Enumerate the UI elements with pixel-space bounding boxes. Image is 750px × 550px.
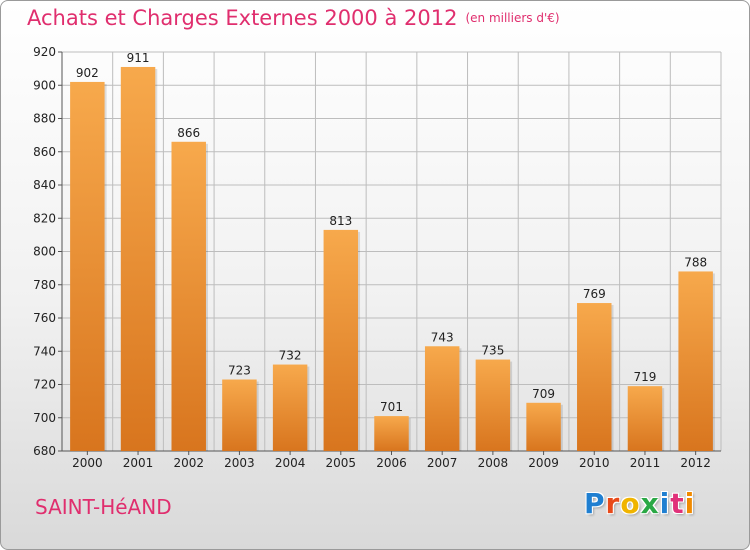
bar-2005 [323, 229, 359, 451]
x-tick-label: 2004 [275, 456, 306, 470]
data-label: 866 [177, 126, 200, 140]
data-label: 701 [380, 400, 403, 414]
data-label: 709 [532, 387, 555, 401]
bars [70, 66, 715, 452]
data-label: 788 [684, 255, 707, 269]
data-labels: 902 911 866 723 732 813 701 743 735 709 769 719 788 [76, 51, 707, 414]
bar-2001 [120, 66, 156, 452]
bar-2009 [526, 402, 561, 451]
x-tick-label: 2012 [680, 456, 711, 470]
y-tick-label: 840 [33, 178, 56, 192]
data-label: 719 [634, 370, 657, 384]
x-tick-label: 2006 [376, 456, 407, 470]
logo-letter: i [684, 487, 696, 520]
x-tick-label: 2002 [173, 456, 204, 470]
x-tick-label: 2000 [72, 456, 103, 470]
y-tick-label: 760 [33, 311, 56, 325]
data-label: 769 [583, 287, 606, 301]
bar-2000 [70, 81, 105, 452]
y-tick-label: 880 [33, 112, 56, 126]
bar-2010 [577, 303, 612, 451]
bar-2008 [475, 359, 511, 451]
y-tick-label: 860 [33, 145, 56, 159]
y-tick-label: 820 [33, 211, 56, 225]
chart-subtitle: (en milliers d'€) [465, 11, 560, 25]
logo-letter: t [670, 487, 685, 520]
data-label: 902 [76, 66, 99, 80]
logo-letter: r [605, 487, 621, 520]
bar-2012 [678, 271, 713, 451]
y-tick-label: 700 [33, 411, 56, 425]
y-tick-label: 900 [33, 78, 56, 92]
data-label: 911 [127, 51, 150, 65]
bar-2007 [424, 346, 460, 451]
commune-name: SAINT-HéAND [35, 495, 172, 519]
y-tick-label: 740 [33, 344, 56, 358]
data-label: 732 [279, 349, 302, 363]
bar-2011 [627, 386, 663, 451]
y-tick-label: 780 [33, 278, 56, 292]
logo-letter: o [620, 487, 641, 520]
y-tick-label: 680 [33, 444, 56, 458]
data-label: 735 [481, 344, 504, 358]
data-label: 813 [329, 214, 352, 228]
bar-2002 [171, 141, 206, 451]
chart-title: Achats et Charges Externes 2000 à 2012 (e… [27, 6, 560, 30]
bar-2006 [374, 416, 409, 451]
gridlines [61, 51, 722, 452]
x-tick-label: 2011 [630, 456, 661, 470]
data-label: 743 [431, 330, 454, 344]
chart-title-text: Achats et Charges Externes 2000 à 2012 [27, 6, 458, 30]
proxiti-logo[interactable]: Proxiti [584, 487, 695, 520]
y-tick-label: 800 [33, 245, 56, 259]
x-tick-label: 2010 [579, 456, 610, 470]
y-tick-label: 920 [33, 45, 56, 59]
x-tick-label: 2007 [427, 456, 458, 470]
logo-letter: x [640, 487, 660, 520]
x-tick-label: 2005 [326, 456, 357, 470]
x-tick-label: 2009 [528, 456, 559, 470]
x-tick-label: 2008 [478, 456, 509, 470]
y-tick-label: 720 [33, 378, 56, 392]
x-tick-label: 2001 [123, 456, 154, 470]
bar-2003 [222, 379, 257, 451]
logo-letter: P [584, 487, 606, 520]
logo-letter: i [659, 487, 671, 520]
data-label: 723 [228, 364, 251, 378]
x-tick-label: 2003 [224, 456, 255, 470]
bar-2004 [272, 364, 308, 451]
